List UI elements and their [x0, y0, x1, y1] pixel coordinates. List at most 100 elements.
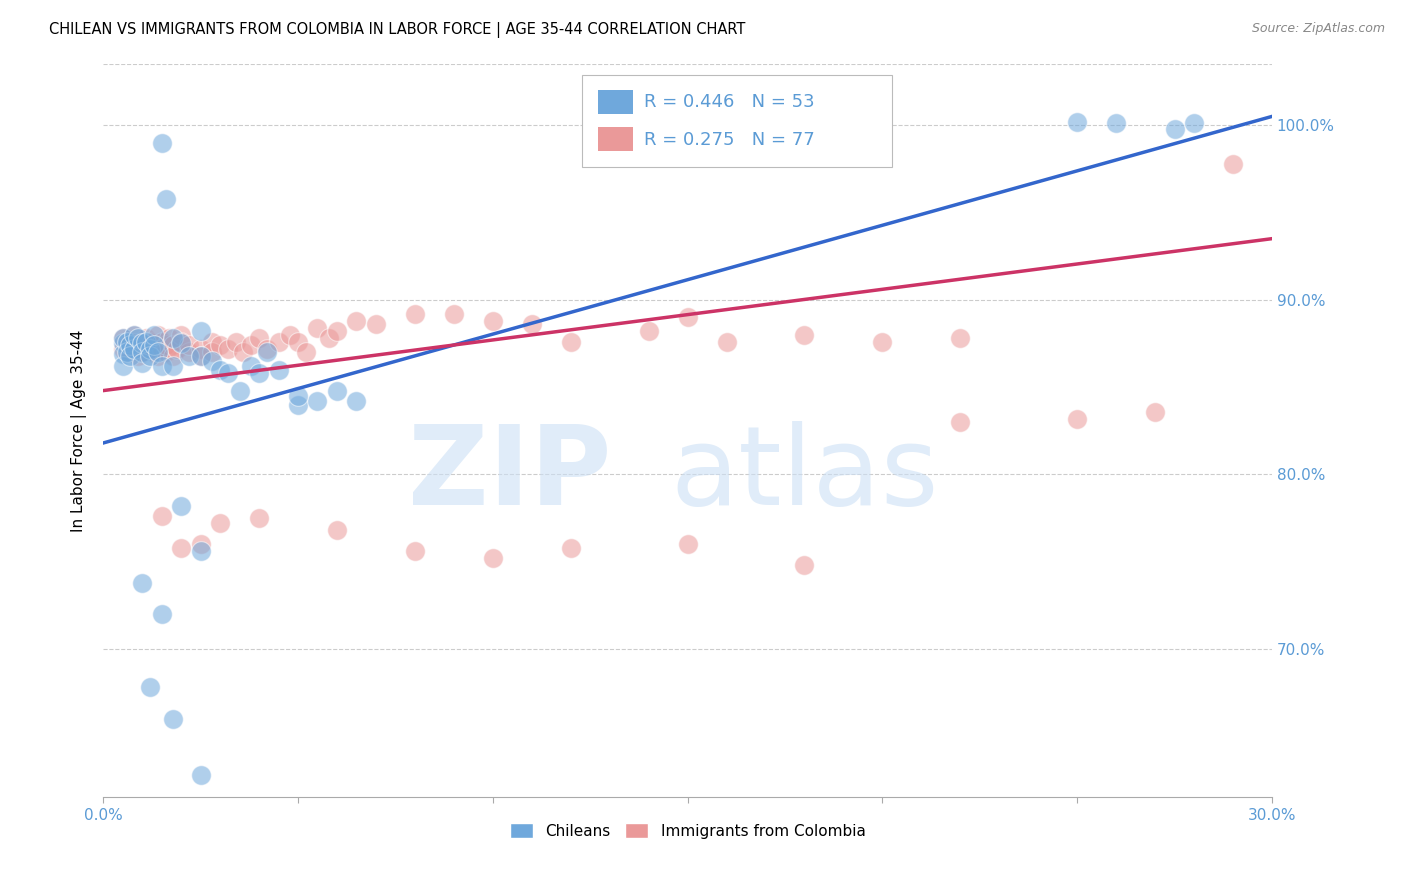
- Point: [127, 342, 149, 356]
- FancyBboxPatch shape: [598, 90, 633, 114]
- Point: [139, 681, 162, 695]
- Point: [217, 342, 239, 356]
- Point: [190, 544, 212, 558]
- Point: [240, 359, 263, 373]
- Point: [404, 307, 426, 321]
- Point: [190, 342, 212, 356]
- Point: [135, 338, 157, 352]
- Point: [135, 334, 157, 349]
- Point: [1182, 116, 1205, 130]
- Point: [404, 544, 426, 558]
- Point: [131, 575, 153, 590]
- Point: [139, 342, 162, 356]
- Point: [307, 320, 329, 334]
- Point: [190, 349, 212, 363]
- Point: [716, 334, 738, 349]
- Point: [287, 334, 309, 349]
- Point: [155, 192, 177, 206]
- Point: [142, 345, 165, 359]
- Point: [146, 349, 169, 363]
- Point: [247, 366, 270, 380]
- Point: [676, 310, 699, 325]
- Point: [232, 345, 254, 359]
- Point: [127, 331, 149, 345]
- Point: [1105, 116, 1128, 130]
- Point: [1066, 114, 1088, 128]
- Point: [201, 354, 224, 368]
- Point: [201, 345, 224, 359]
- Point: [949, 415, 972, 429]
- Text: Source: ZipAtlas.com: Source: ZipAtlas.com: [1251, 22, 1385, 36]
- Text: ZIP: ZIP: [408, 421, 612, 528]
- Point: [170, 327, 193, 342]
- Point: [139, 342, 162, 356]
- Point: [124, 327, 146, 342]
- Point: [146, 327, 169, 342]
- Point: [115, 334, 138, 349]
- Point: [190, 768, 212, 782]
- Point: [217, 366, 239, 380]
- Legend: Chileans, Immigrants from Colombia: Chileans, Immigrants from Colombia: [503, 816, 872, 845]
- Point: [162, 331, 184, 345]
- Point: [190, 537, 212, 551]
- Point: [793, 558, 815, 573]
- Point: [162, 338, 184, 352]
- FancyBboxPatch shape: [582, 75, 891, 167]
- Point: [287, 389, 309, 403]
- Point: [1066, 411, 1088, 425]
- Point: [364, 317, 387, 331]
- Point: [177, 349, 200, 363]
- Point: [139, 334, 162, 349]
- Point: [287, 398, 309, 412]
- Point: [278, 327, 301, 342]
- Point: [267, 334, 290, 349]
- Point: [131, 345, 153, 359]
- Point: [949, 331, 972, 345]
- Point: [150, 509, 173, 524]
- Point: [326, 384, 349, 398]
- Point: [115, 345, 138, 359]
- Point: [111, 331, 134, 345]
- Point: [228, 384, 250, 398]
- Point: [146, 345, 169, 359]
- Point: [520, 317, 543, 331]
- Point: [307, 394, 329, 409]
- Point: [326, 523, 349, 537]
- Point: [170, 334, 193, 349]
- Point: [150, 359, 173, 373]
- Point: [170, 541, 193, 555]
- Point: [120, 349, 142, 363]
- Point: [676, 537, 699, 551]
- Point: [177, 338, 200, 352]
- Point: [142, 338, 165, 352]
- Point: [124, 342, 146, 356]
- Point: [120, 334, 142, 349]
- Point: [131, 334, 153, 349]
- Text: atlas: atlas: [671, 421, 939, 528]
- Point: [346, 314, 368, 328]
- Point: [481, 551, 503, 566]
- Point: [247, 511, 270, 525]
- Point: [124, 336, 146, 351]
- Point: [159, 331, 181, 345]
- Point: [111, 342, 134, 356]
- Point: [201, 334, 224, 349]
- Point: [170, 499, 193, 513]
- Point: [111, 347, 134, 361]
- Point: [131, 356, 153, 370]
- Point: [190, 324, 212, 338]
- Point: [111, 359, 134, 373]
- Point: [294, 345, 316, 359]
- Point: [209, 362, 232, 376]
- Point: [155, 345, 177, 359]
- Point: [120, 338, 142, 352]
- Point: [150, 334, 173, 349]
- Point: [150, 136, 173, 150]
- Point: [124, 327, 146, 342]
- Point: [326, 324, 349, 338]
- Point: [150, 607, 173, 621]
- Point: [170, 336, 193, 351]
- Point: [247, 331, 270, 345]
- Point: [318, 331, 340, 345]
- Point: [560, 334, 582, 349]
